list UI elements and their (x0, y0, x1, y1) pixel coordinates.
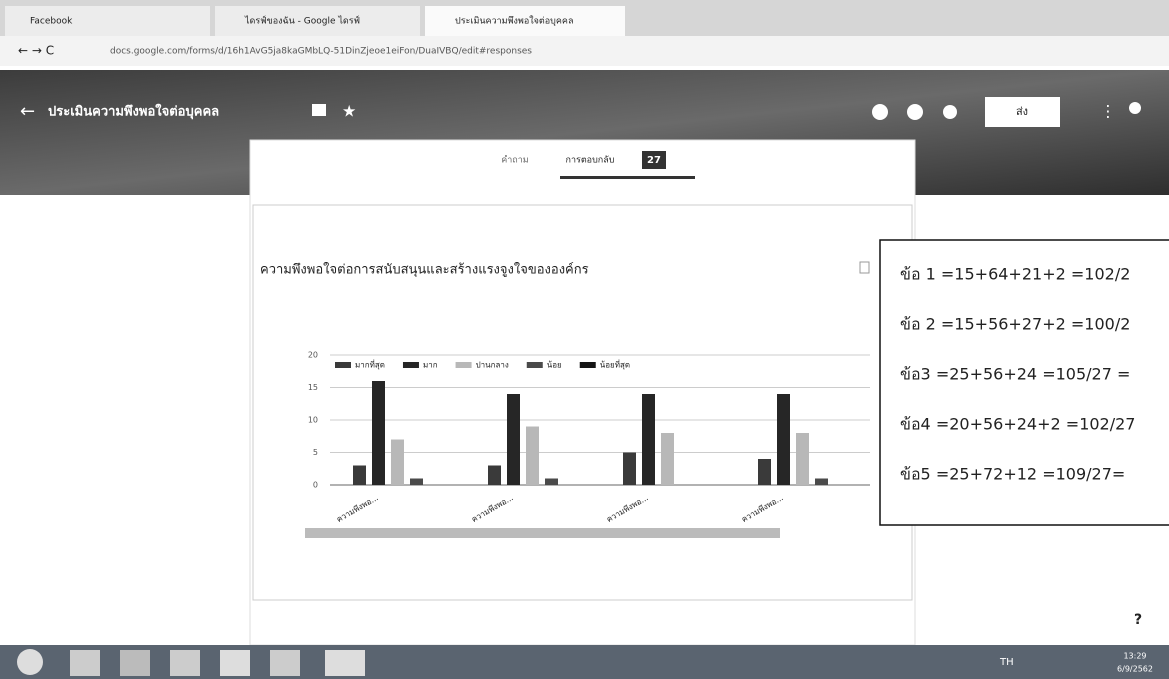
account-icon[interactable] (1129, 102, 1141, 114)
bar (758, 459, 771, 485)
app-icon[interactable] (170, 650, 200, 676)
legend-swatch (527, 362, 543, 368)
tab-title: ไดรฟ์ของฉัน - Google ไดรฟ์ (244, 15, 360, 27)
bar (526, 427, 539, 486)
back-button[interactable]: ← (20, 101, 35, 122)
bar (545, 479, 558, 486)
response-count: 27 (647, 155, 661, 166)
tab-indicator (560, 176, 695, 179)
bar (642, 394, 655, 485)
language[interactable]: TH (999, 657, 1014, 668)
bar (777, 394, 790, 485)
bar (661, 433, 674, 485)
screen: Facebook ไดรฟ์ของฉัน - Google ไดรฟ์ ประเ… (0, 0, 1169, 679)
legend-swatch (580, 362, 596, 368)
legend-swatch (456, 362, 472, 368)
help-icon[interactable]: ? (1134, 612, 1142, 628)
bar (353, 466, 366, 486)
app-icon[interactable] (325, 650, 365, 676)
bar (623, 453, 636, 486)
folder-icon[interactable] (312, 104, 326, 116)
preview-icon[interactable] (907, 104, 923, 120)
y-tick-label: 10 (308, 416, 318, 425)
note-line: ข้อ 1 =15+64+21+2 =102/2 (900, 265, 1130, 284)
page: Facebook ไดรฟ์ของฉัน - Google ไดรฟ์ ประเ… (0, 0, 1169, 679)
note-line: ข้อ4 =20+56+24+2 =102/27 (900, 415, 1135, 434)
settings-icon[interactable] (943, 105, 957, 119)
tab-title: ประเมินความพึงพอใจต่อบุคคล (455, 16, 573, 27)
legend-swatch (403, 362, 419, 368)
app-icon[interactable] (70, 650, 100, 676)
bar (507, 394, 520, 485)
note-line: ข้อ3 =25+56+24 =105/27 = (900, 365, 1130, 384)
y-tick-label: 15 (308, 383, 318, 392)
scrollbar[interactable] (305, 528, 780, 538)
responses-tab[interactable]: การตอบกลับ (566, 156, 615, 166)
bar (410, 479, 423, 486)
bar (488, 466, 501, 486)
y-tick-label: 20 (308, 351, 318, 360)
bar (815, 479, 828, 486)
note-line: ข้อ5 =25+72+12 =109/27= (900, 465, 1125, 484)
legend-label: น้อย (547, 361, 562, 370)
legend-swatch (335, 362, 351, 368)
legend-label: มากที่สุด (355, 359, 385, 370)
bar (372, 381, 385, 485)
legend-label: น้อยที่สุด (600, 359, 630, 370)
questions-tab[interactable]: คำถาม (501, 155, 529, 166)
app-icon[interactable] (120, 650, 150, 676)
palette-icon[interactable] (872, 104, 888, 120)
start-button[interactable] (17, 649, 43, 675)
app-icon[interactable] (270, 650, 300, 676)
more-icon[interactable]: ⋮ (1100, 102, 1116, 121)
app-icon[interactable] (220, 650, 250, 676)
url[interactable]: docs.google.com/forms/d/16h1AvG5ja8kaGMb… (110, 47, 532, 57)
chart-title: ความพึงพอใจต่อการสนับสนุนและสร้างแรงจูงใ… (260, 262, 589, 278)
send-label: ส่ง (1016, 105, 1028, 118)
legend-label: ปานกลาง (476, 361, 509, 370)
note-line: ข้อ 2 =15+56+27+2 =100/2 (900, 315, 1130, 334)
star-icon[interactable]: ★ (342, 102, 356, 121)
tab-title: Facebook (30, 17, 73, 27)
y-tick-label: 0 (313, 481, 318, 490)
bar (796, 433, 809, 485)
legend-label: มาก (423, 361, 438, 370)
bar (391, 440, 404, 486)
y-tick-label: 5 (313, 448, 318, 457)
clock-time: 13:29 (1123, 652, 1146, 661)
form-title: ประเมินความพึงพอใจต่อบุคคล (48, 103, 219, 120)
nav-buttons[interactable]: ← → C (18, 44, 54, 58)
clock-date: 6/9/2562 (1117, 665, 1153, 674)
